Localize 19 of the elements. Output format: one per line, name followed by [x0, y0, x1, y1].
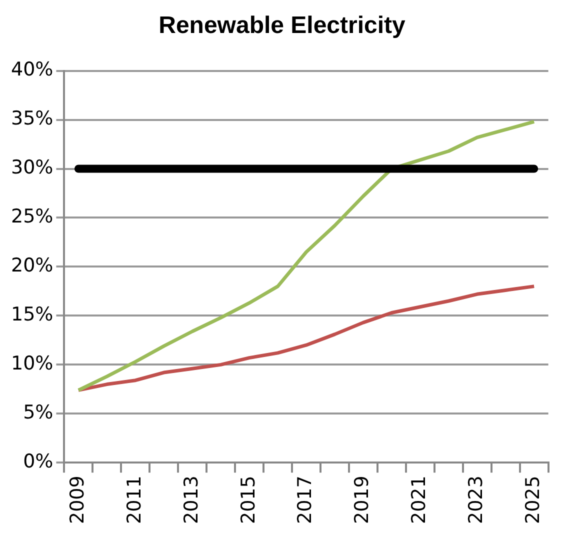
y-tick-label: 10%: [10, 352, 54, 375]
y-tick-label: 20%: [10, 254, 54, 277]
y-tick-label: 35%: [10, 108, 54, 130]
y-tick-label: 25%: [10, 206, 54, 228]
x-tick-label: 2015: [237, 476, 260, 524]
y-tick-label: 40%: [10, 58, 54, 81]
x-tick-label: 2017: [294, 476, 316, 524]
x-tick-label: 2025: [522, 476, 544, 524]
y-tick-label: 15%: [10, 304, 54, 326]
x-tick-label: 2023: [465, 476, 488, 524]
x-tick-label: 2011: [123, 476, 146, 524]
y-tick-label: 5%: [23, 402, 54, 424]
x-tick-label: 2013: [180, 476, 202, 524]
x-tick-label: 2021: [408, 476, 430, 524]
x-tick-label: 2019: [351, 476, 374, 524]
chart-title: Renewable Electricity: [158, 12, 406, 40]
y-tick-label: 0%: [23, 450, 54, 473]
x-tick-label: 2009: [66, 476, 88, 524]
y-tick-label: 30%: [10, 156, 54, 179]
